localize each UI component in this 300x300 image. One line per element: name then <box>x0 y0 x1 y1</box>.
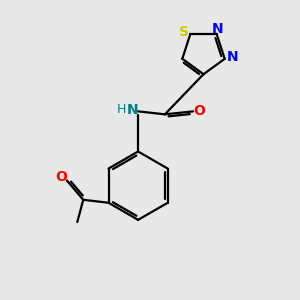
Text: O: O <box>194 104 206 118</box>
Text: O: O <box>55 170 67 184</box>
Text: N: N <box>212 22 223 35</box>
Text: S: S <box>179 26 189 39</box>
Text: N: N <box>226 50 238 64</box>
Text: H: H <box>117 103 127 116</box>
Text: N: N <box>127 103 139 117</box>
